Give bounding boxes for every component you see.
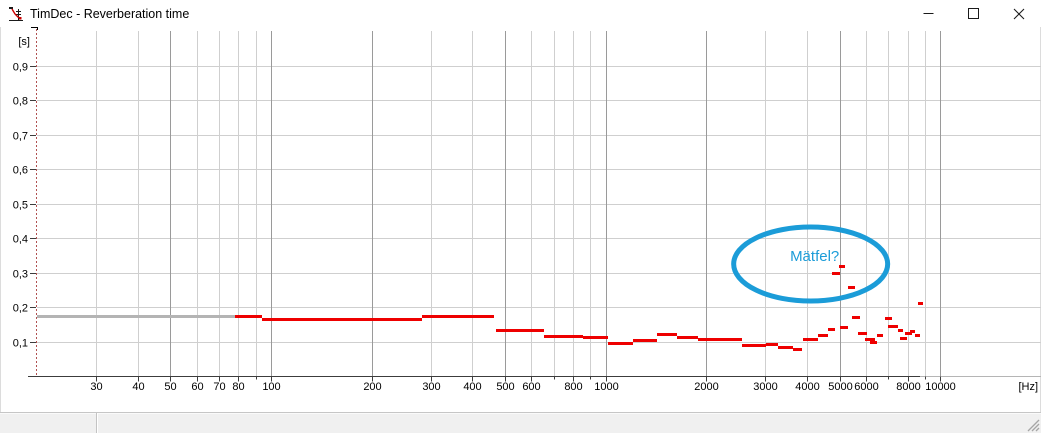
y-tick-label: 0,3 <box>13 269 28 281</box>
y-tick-label: 0,2 <box>13 303 28 315</box>
window-title: TimDec - Reverberation time <box>30 6 190 21</box>
x-tick-label: 800 <box>564 381 582 393</box>
annotation: Mätfel? <box>731 224 891 304</box>
series-reverberation-time <box>234 265 923 351</box>
x-unit-label: [Hz] <box>1018 381 1038 393</box>
chart-canvas: 0,1 0,2 0,3 0,4 0,5 0,6 0,7 0,8 0,9 [s] 30 40 50 60 70… <box>13 27 1041 393</box>
x-tick-label: 70 <box>213 381 225 393</box>
x-tick-label: 10000 <box>925 381 956 393</box>
app-icon <box>9 6 23 21</box>
titlebar[interactable]: TimDec - Reverberation time <box>0 0 1041 27</box>
annotation-ellipse <box>731 224 891 304</box>
x-tick-label: 400 <box>463 381 481 393</box>
x-tick-label: 40 <box>132 381 144 393</box>
x-gridlines <box>96 31 941 377</box>
x-tick-label: 30 <box>90 381 102 393</box>
x-tick-label: 100 <box>262 381 280 393</box>
y-tick-label: 0,4 <box>13 234 28 246</box>
resize-grip[interactable] <box>1027 419 1040 432</box>
x-tick-label: 3000 <box>753 381 777 393</box>
close-button[interactable] <box>996 0 1041 27</box>
x-tick-label: 5000 <box>828 381 852 393</box>
statusbar <box>0 412 1041 433</box>
minimize-button[interactable] <box>906 0 951 27</box>
x-tick-label: 1000 <box>594 381 618 393</box>
statusbar-right-pane <box>97 413 1041 433</box>
x-tick-label: 200 <box>363 381 381 393</box>
x-tick-label: 500 <box>496 381 514 393</box>
y-tick-label: 0,8 <box>13 96 28 108</box>
y-tick-labels: 0,1 0,2 0,3 0,4 0,5 0,6 0,7 0,8 0,9 [s] <box>13 36 30 350</box>
y-tick-label: 0,6 <box>13 165 28 177</box>
annotation-label: Mätfel? <box>790 248 839 265</box>
x-tick-label: 4000 <box>795 381 819 393</box>
x-tick-label: 80 <box>232 381 244 393</box>
x-tick-label: 50 <box>164 381 176 393</box>
maximize-button[interactable] <box>951 0 996 27</box>
y-tick-label: 0,9 <box>13 62 28 74</box>
y-tick-label: 0,5 <box>13 200 28 212</box>
x-tick-label: 2000 <box>694 381 718 393</box>
y-tick-label: 0,1 <box>13 338 28 350</box>
y-tick-label: 0,7 <box>13 131 28 143</box>
x-tick-label: 300 <box>422 381 440 393</box>
y-unit-label: [s] <box>18 36 30 48</box>
close-icon <box>1013 8 1024 19</box>
maximize-icon <box>968 8 979 19</box>
x-tick-label: 8000 <box>896 381 920 393</box>
x-axis <box>28 27 1041 377</box>
y-gridlines <box>30 66 1041 343</box>
minimize-icon <box>923 13 934 14</box>
x-tick-labels: 30 40 50 60 70 80 100 200 300 400 500 600 800 1000 200… <box>90 376 1038 393</box>
statusbar-left-pane <box>0 413 97 433</box>
x-tick-label: 600 <box>522 381 540 393</box>
x-tick-label: 6000 <box>854 381 878 393</box>
x-tick-label: 60 <box>191 381 203 393</box>
